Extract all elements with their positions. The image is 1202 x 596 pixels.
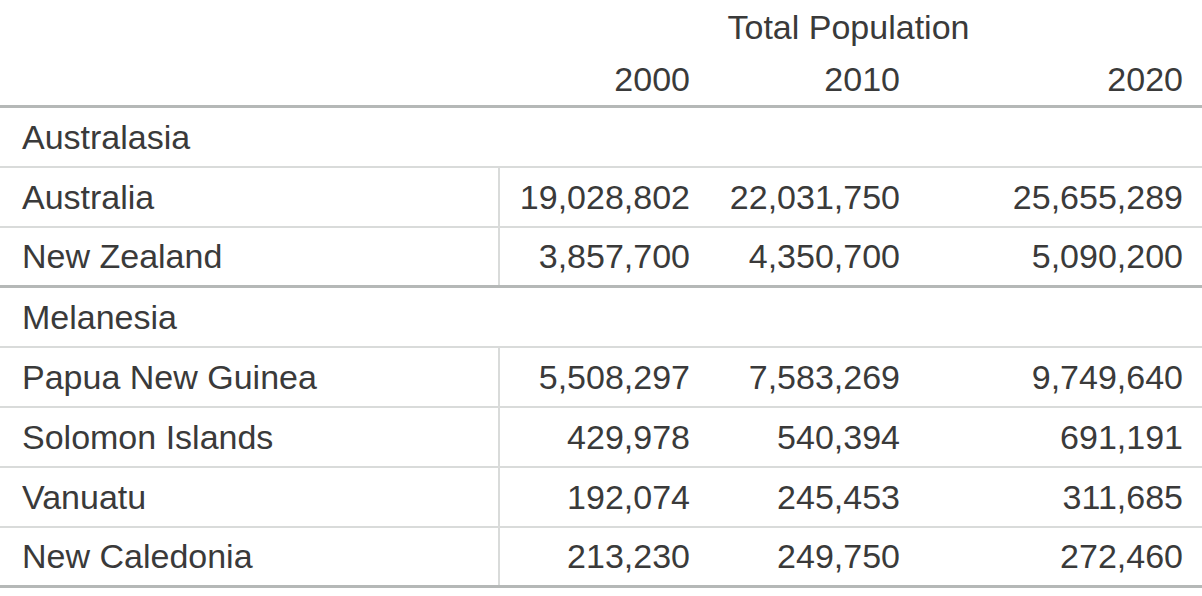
value-2000: 429,978 bbox=[500, 408, 690, 466]
table-row-vanuatu: Vanuatu 192,074 245,453 311,685 bbox=[0, 468, 1202, 528]
value-2020: 691,191 bbox=[900, 408, 1202, 466]
value-2010: 7,583,269 bbox=[690, 348, 900, 406]
value-2010: 22,031,750 bbox=[690, 168, 900, 226]
section-label: Melanesia bbox=[0, 288, 1202, 346]
value-2000: 3,857,700 bbox=[500, 228, 690, 285]
value-2010: 245,453 bbox=[690, 468, 900, 526]
value-2020: 272,460 bbox=[900, 528, 1202, 585]
country-name: New Caledonia bbox=[0, 528, 500, 585]
year-row-spacer bbox=[0, 54, 500, 105]
population-table: Total Population 2000 2010 2020 Australa… bbox=[0, 0, 1202, 596]
value-2010: 4,350,700 bbox=[690, 228, 900, 285]
table-row-new-caledonia: New Caledonia 213,230 249,750 272,460 bbox=[0, 528, 1202, 588]
section-label: Australasia bbox=[0, 108, 1202, 166]
year-header-row: 2000 2010 2020 bbox=[0, 54, 1202, 108]
country-name: Papua New Guinea bbox=[0, 348, 500, 406]
value-2020: 9,749,640 bbox=[900, 348, 1202, 406]
value-2000: 213,230 bbox=[500, 528, 690, 585]
value-2020: 5,090,200 bbox=[900, 228, 1202, 285]
title-row-spacer bbox=[0, 0, 500, 54]
value-2020: 311,685 bbox=[900, 468, 1202, 526]
column-header-2020: 2020 bbox=[900, 54, 1202, 105]
value-2000: 19,028,802 bbox=[500, 168, 690, 226]
section-row-australasia: Australasia bbox=[0, 108, 1202, 168]
country-name: Australia bbox=[0, 168, 500, 226]
value-2010: 540,394 bbox=[690, 408, 900, 466]
table-row-new-zealand: New Zealand 3,857,700 4,350,700 5,090,20… bbox=[0, 228, 1202, 288]
table-title: Total Population bbox=[500, 0, 1202, 54]
table-row-australia: Australia 19,028,802 22,031,750 25,655,2… bbox=[0, 168, 1202, 228]
value-2020: 25,655,289 bbox=[900, 168, 1202, 226]
country-name: Vanuatu bbox=[0, 468, 500, 526]
table-row-papua-new-guinea: Papua New Guinea 5,508,297 7,583,269 9,7… bbox=[0, 348, 1202, 408]
value-2000: 192,074 bbox=[500, 468, 690, 526]
value-2010: 249,750 bbox=[690, 528, 900, 585]
table-row-solomon-islands: Solomon Islands 429,978 540,394 691,191 bbox=[0, 408, 1202, 468]
column-header-2010: 2010 bbox=[690, 54, 900, 105]
section-row-melanesia: Melanesia bbox=[0, 288, 1202, 348]
country-name: New Zealand bbox=[0, 228, 500, 285]
country-name: Solomon Islands bbox=[0, 408, 500, 466]
column-header-2000: 2000 bbox=[500, 54, 690, 105]
table-title-row: Total Population bbox=[0, 0, 1202, 54]
value-2000: 5,508,297 bbox=[500, 348, 690, 406]
